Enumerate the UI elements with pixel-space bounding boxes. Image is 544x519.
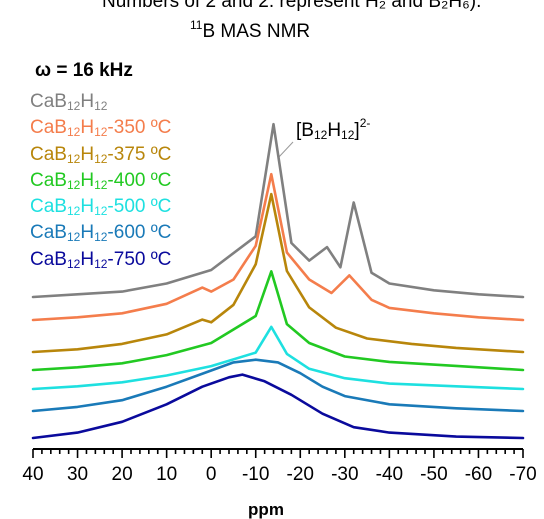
legend-entry-n2: 12 [94,151,108,166]
caption-fragment: Numbers of 2 and 2. represent H₂ and B₂H… [102,0,482,12]
legend-entry-n2: 12 [94,204,108,219]
legend-entry: CaB12H12-350 ºC [30,117,171,143]
legend-entry-suffix: -500 ºC [107,196,172,218]
legend-entry-suffix: -750 ºC [107,248,172,270]
x-tick-label: -10 [242,464,269,485]
legend-entry-h: H [80,196,95,218]
legend-entry-suffix: -400 ºC [107,169,172,191]
series-line [31,270,525,372]
legend-entry: CaB12H12-400 ºC [30,170,171,196]
legend-entry-h: H [80,91,95,112]
x-tick-label: 30 [67,464,88,485]
x-axis-label: ppm [248,500,284,519]
legend: CaB12H12 CaB12H12-350 ºC CaB12H12-375 ºC Ca… [30,91,171,275]
series-line [31,122,525,299]
legend-entry-n1: 12 [66,125,81,140]
anion-pre: [B [296,120,314,141]
nmr-title-text: B MAS NMR [202,21,311,42]
legend-entry: CaB12H12-500 ºC [30,196,171,222]
legend-entry-suffix: -375 ºC [107,143,172,165]
legend-entry-h: H [80,222,95,244]
legend-entry-n1: 12 [66,151,81,166]
legend-entry-n2: 12 [94,125,108,140]
legend-entry: CaB12H12-750 ºC [30,249,171,275]
legend-entry-n1: 12 [66,256,81,271]
nucleus-mass: 11 [190,18,203,32]
legend-entry-n1: 12 [66,230,81,245]
legend-entry-ca: CaB [30,91,67,112]
legend-entry: CaB12H12-600 ºC [30,222,171,248]
x-tick-label: -50 [420,464,447,485]
x-tick-label: 40 [22,464,43,485]
x-tick-label: -20 [287,464,314,485]
anion-label: [B12H12]2- [296,116,370,142]
x-tick-label: -60 [465,464,492,485]
x-tick-label: 20 [112,464,133,485]
legend-entry-n1: 12 [66,177,81,192]
anion-sub-1: 12 [313,128,328,142]
legend-entry-h: H [80,169,95,191]
legend-entry-ca: CaB [30,222,67,244]
x-tick-label: -70 [509,464,536,485]
legend-entry-suffix: -600 ºC [107,222,172,244]
x-tick-label: 0 [206,464,217,485]
series-line [31,172,525,322]
x-tick-label: -30 [331,464,358,485]
legend-entry-ca: CaB [30,143,67,165]
anion-mid: H [327,120,342,141]
series-line [31,192,525,354]
legend-entry-n1: 12 [66,99,81,113]
anion-pointer-line [277,141,294,159]
legend-entry-n2: 12 [94,230,108,245]
series-layer [31,122,525,440]
legend-entry-ca: CaB [30,248,67,270]
legend-entry-ca: CaB [30,196,67,218]
legend-entry-ca: CaB [30,169,67,191]
x-tick-label: 10 [156,464,177,485]
legend-entry: CaB12H12 [30,91,171,117]
nmr-title: 11B MAS NMR [190,18,310,43]
spin-rate-label: ω = 16 kHz [35,60,133,81]
x-axis: 40 30 20 10 0 -10 -20 -30 -40 -50 -60 -70 [22,448,537,485]
legend-entry-h: H [80,143,95,165]
anion-sub-2: 12 [341,128,355,142]
legend-entry-h: H [80,117,95,139]
anion-charge: 2- [359,116,371,130]
legend-entry: CaB12H12-375 ºC [30,144,171,170]
legend-entry-h: H [80,248,95,270]
legend-entry-suffix: -350 ºC [107,117,172,139]
legend-entry-ca: CaB [30,117,67,139]
legend-entry-n2: 12 [94,99,108,113]
anion-post: ] [354,120,360,141]
x-tick-label: -40 [376,464,403,485]
legend-entry-n2: 12 [94,256,108,271]
legend-entry-n1: 12 [66,204,81,219]
series-line [31,358,525,413]
series-line [31,373,525,440]
legend-entry-n2: 12 [94,177,108,192]
series-line [31,325,525,391]
